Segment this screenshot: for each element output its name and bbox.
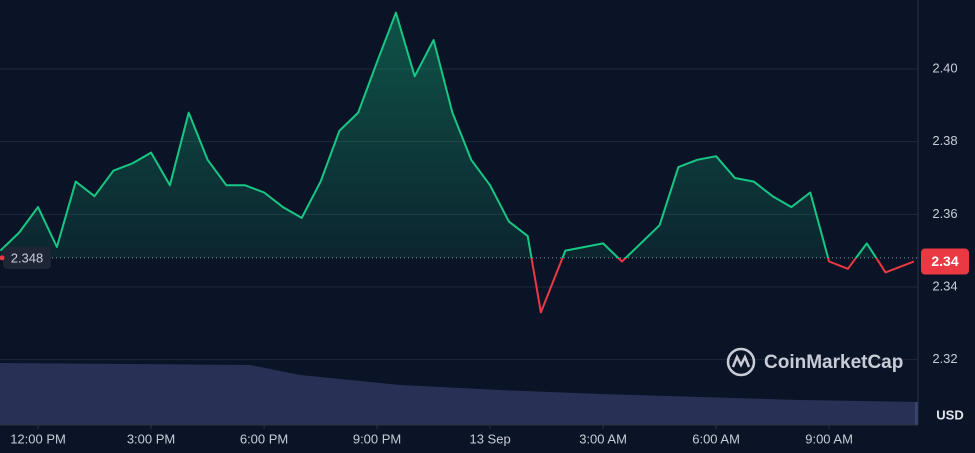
y-tick-label: 2.40	[932, 60, 957, 75]
reference-label-box	[3, 246, 51, 269]
price-line	[0, 11, 915, 314]
x-tick-label: 12:00 PM	[10, 431, 66, 446]
x-tick-label: 9:00 PM	[353, 431, 401, 446]
watermark-text: CoinMarketCap	[764, 352, 903, 373]
reference-label: 2.348	[11, 250, 44, 265]
price-tag-box	[921, 248, 969, 275]
x-tick-label: 3:00 AM	[579, 431, 627, 446]
price-tag: 2.34	[931, 253, 958, 269]
price-area	[0, 12, 877, 258]
watermark: CoinMarketCap	[726, 347, 903, 377]
y-tick-label: 2.34	[932, 278, 957, 293]
x-tick-label: 13 Sep	[469, 431, 510, 446]
x-tick-label: 9:00 AM	[805, 431, 853, 446]
x-tick-label: 6:00 AM	[692, 431, 740, 446]
y-tick-label: 2.36	[932, 206, 957, 221]
volume-area	[0, 363, 918, 425]
y-tick-label: 2.32	[932, 351, 957, 366]
y-tick-label: 2.38	[932, 133, 957, 148]
currency-label: USD	[936, 407, 963, 422]
x-tick-label: 3:00 PM	[127, 431, 175, 446]
reference-dot	[0, 255, 5, 261]
volume-bar	[915, 402, 918, 425]
x-tick-label: 6:00 PM	[240, 431, 288, 446]
